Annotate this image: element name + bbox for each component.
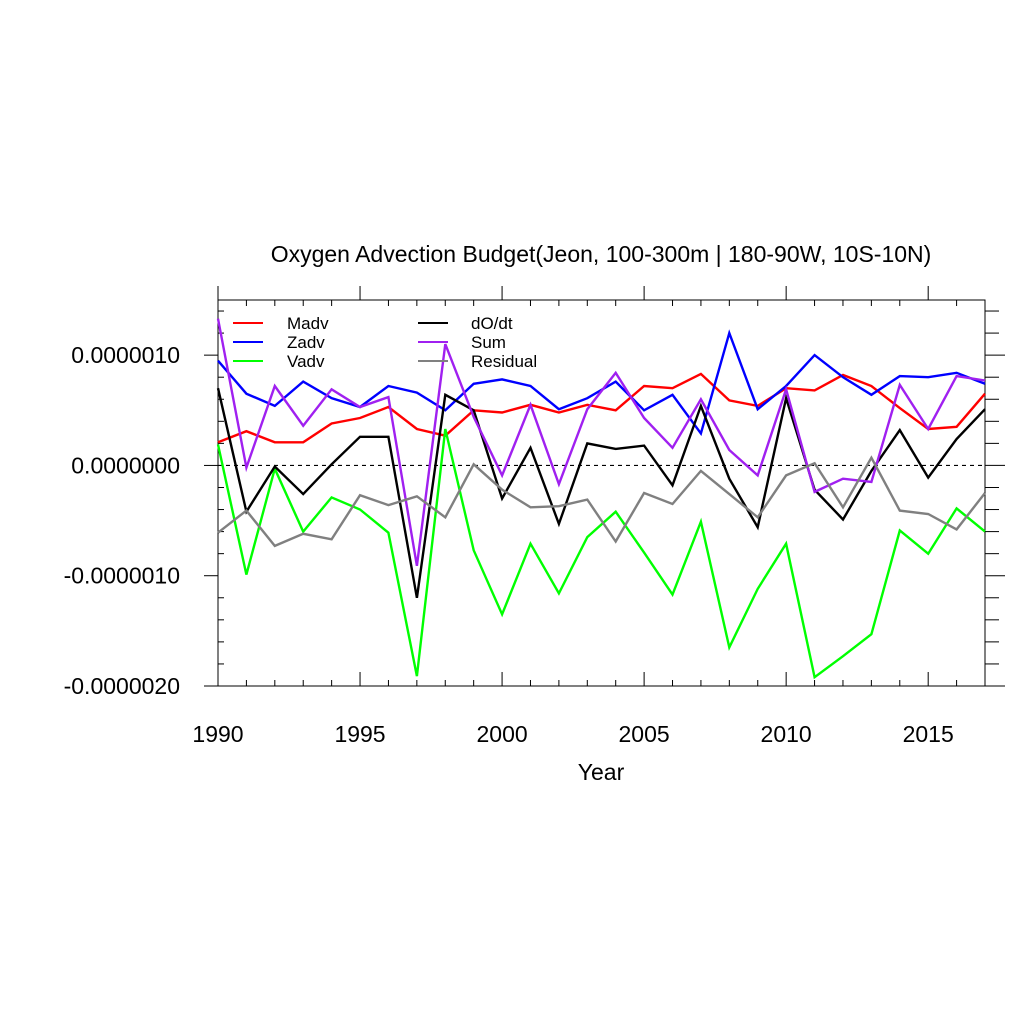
x-tick-label: 1995 <box>334 721 385 747</box>
legend-label-zadv: Zadv <box>287 333 325 352</box>
x-axis-label: Year <box>578 759 625 785</box>
x-tick-label: 1990 <box>192 721 243 747</box>
minor-ticks <box>218 300 999 686</box>
y-tick-label: -0.0000020 <box>64 673 180 699</box>
x-axis-ticks: 1990 1995 2000 2005 2010 2015 <box>192 286 954 747</box>
legend-label-sum: Sum <box>471 333 506 352</box>
x-tick-label: 2015 <box>903 721 954 747</box>
legend-label-vadv: Vadv <box>287 352 325 371</box>
x-tick-label: 2005 <box>619 721 670 747</box>
y-tick-label: 0.0000010 <box>71 342 180 368</box>
series-lines <box>216 318 986 680</box>
legend-label-residual: Residual <box>471 352 537 371</box>
series-line-madv <box>217 372 986 444</box>
y-tick-label: 0.0000000 <box>71 452 180 478</box>
series-line-do-dt <box>216 387 986 599</box>
legend-label-do-dt: dO/dt <box>471 314 513 333</box>
x-tick-label: 2010 <box>761 721 812 747</box>
series-line-vadv <box>216 428 986 680</box>
series-line-residual <box>217 455 986 548</box>
x-tick-label: 2000 <box>476 721 527 747</box>
legend-label-madv: Madv <box>287 314 329 333</box>
y-tick-label: -0.0000010 <box>64 563 180 589</box>
y-axis-ticks: 0.0000010 0.0000000 -0.0000010 -0.0000020 <box>64 342 1005 699</box>
chart-title: Oxygen Advection Budget(Jeon, 100-300m |… <box>271 241 932 267</box>
